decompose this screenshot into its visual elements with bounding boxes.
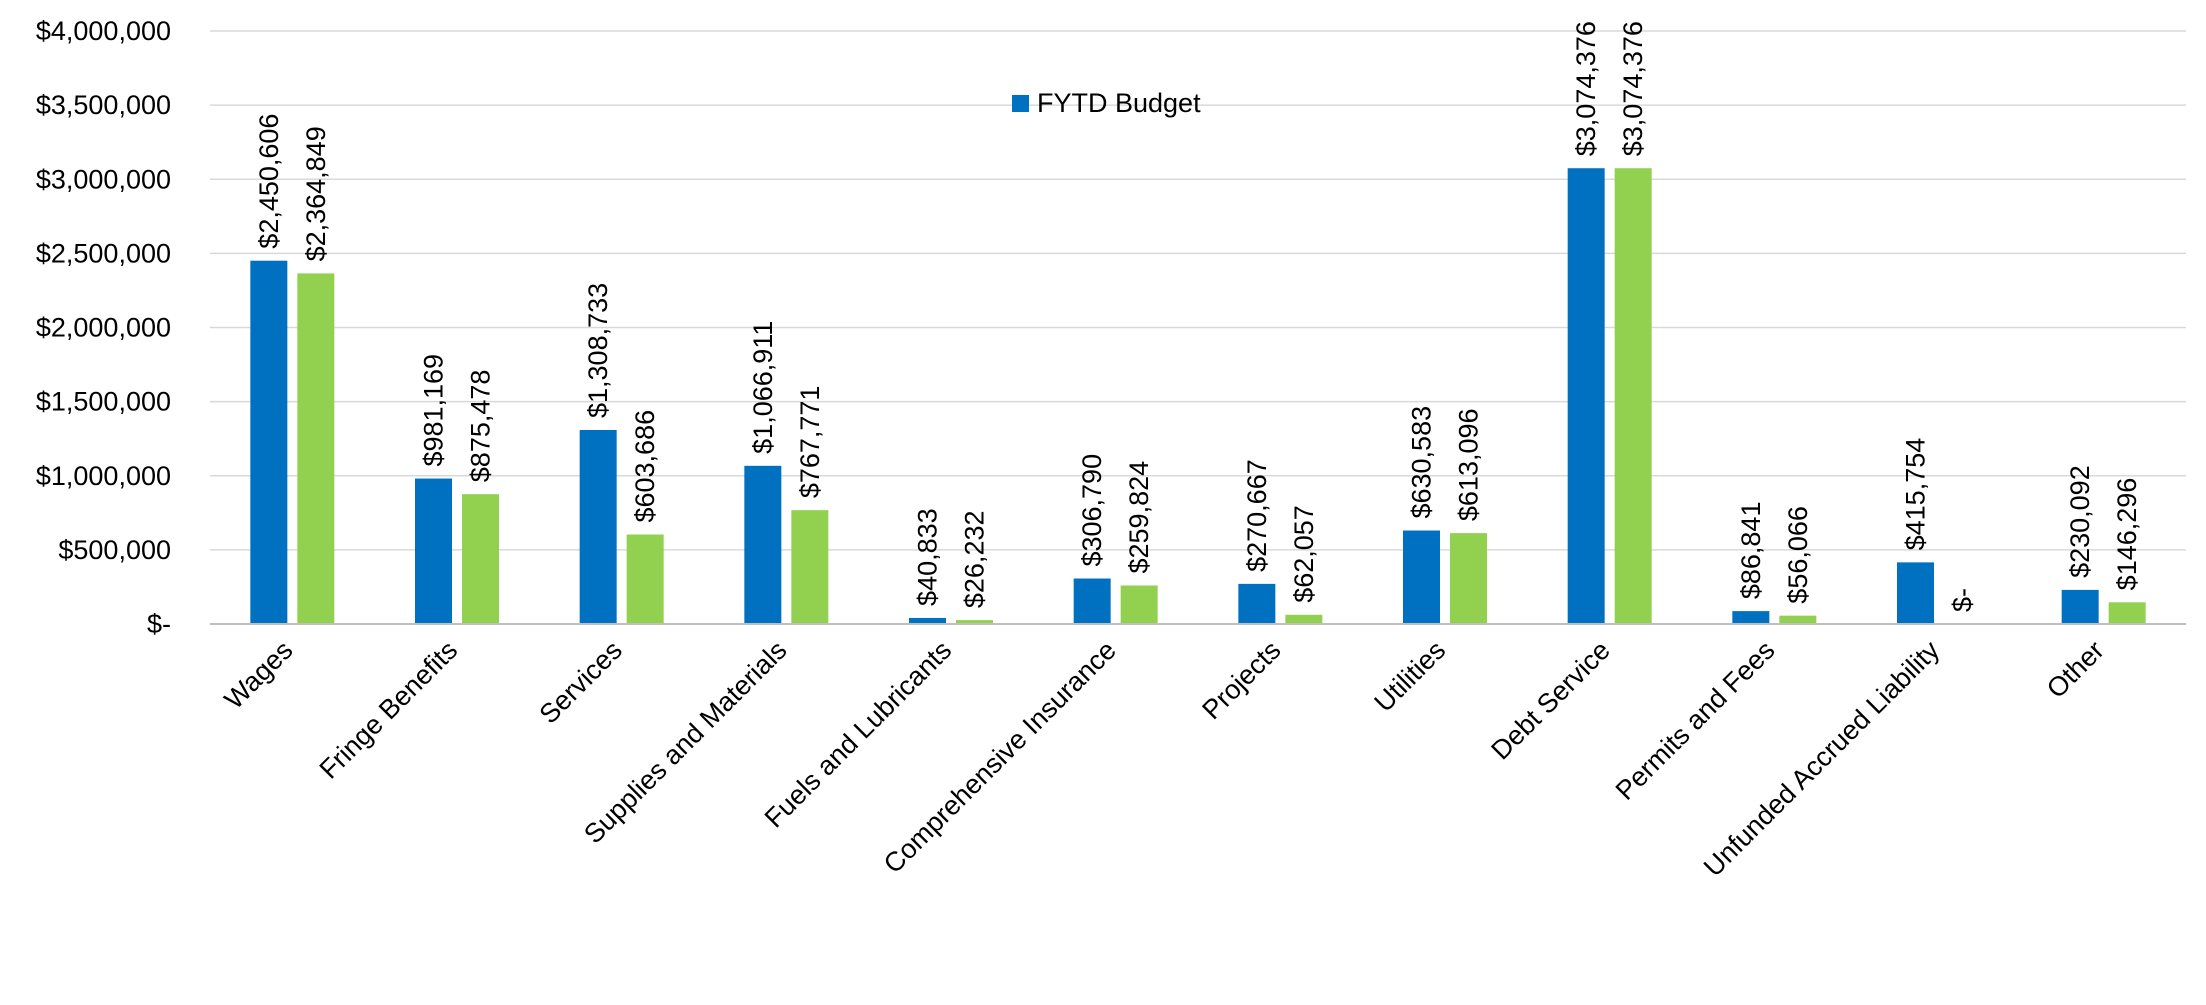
y-tick-label: $3,500,000 xyxy=(36,90,171,120)
data-label-debt-service-series-2: $3,074,376 xyxy=(1618,21,1648,156)
legend-swatch-fytd-budget xyxy=(1012,95,1029,112)
data-label-debt-service-series-1: $3,074,376 xyxy=(1571,21,1601,156)
category-label-fringe-benefits: Fringe Benefits xyxy=(314,635,464,785)
y-tick-label: $500,000 xyxy=(58,535,171,565)
bars xyxy=(250,168,2146,624)
y-tick-label: $2,500,000 xyxy=(36,238,171,268)
data-label-services-series-1: $1,308,733 xyxy=(583,283,613,418)
y-tick-label: $4,000,000 xyxy=(36,16,171,46)
data-label-fringe-benefits-series-2: $875,478 xyxy=(466,370,496,483)
data-label-fuels-and-lubricants-series-1: $40,833 xyxy=(913,508,943,606)
bar-permits-and-fees-series-2 xyxy=(1779,615,1817,624)
data-label-supplies-and-materials-series-1: $1,066,911 xyxy=(748,321,778,454)
bar-fringe-benefits-series-2 xyxy=(462,494,499,624)
bar-utilities-series-1 xyxy=(1403,530,1440,624)
data-label-unfunded-accrued-liability-series-1: $415,754 xyxy=(1901,438,1931,551)
data-label-projects-series-1: $270,667 xyxy=(1242,459,1272,572)
data-label-supplies-and-materials-series-2: $767,771 xyxy=(795,386,825,499)
data-label-fuels-and-lubricants-series-2: $26,232 xyxy=(960,511,990,609)
data-label-utilities-series-1: $630,583 xyxy=(1407,406,1437,519)
data-label-projects-series-2: $62,057 xyxy=(1289,505,1319,603)
data-labels: $2,450,606 $2,364,849 $981,169 $875,478 $1,3… xyxy=(254,21,2142,612)
gridlines xyxy=(210,30,2186,551)
data-label-comprehensive-insurance-series-2: $259,824 xyxy=(1124,461,1154,574)
bar-fringe-benefits-series-1 xyxy=(415,478,452,624)
bar-supplies-and-materials-series-2 xyxy=(791,510,829,624)
y-axis-tick-labels: $- $500,000 $1,000,000 $1,500,000 $2,000,000… xyxy=(36,16,171,639)
category-label-permits-and-fees: Permits and Fees xyxy=(1610,635,1781,806)
data-label-fringe-benefits-series-1: $981,169 xyxy=(419,354,449,467)
y-tick-label: $1,500,000 xyxy=(36,387,171,417)
category-label-other: Other xyxy=(2041,635,2110,704)
category-label-utilities: Utilities xyxy=(1369,635,1452,718)
data-label-comprehensive-insurance-series-1: $306,790 xyxy=(1077,454,1107,567)
bar-supplies-and-materials-series-1 xyxy=(744,465,782,624)
bar-wages-series-1 xyxy=(250,260,288,624)
bar-comprehensive-insurance-series-2 xyxy=(1120,585,1158,624)
category-label-fuels-and-lubricants: Fuels and Lubricants xyxy=(759,635,957,833)
bar-services-series-2 xyxy=(626,534,664,624)
data-label-permits-and-fees-series-2: $56,066 xyxy=(1783,506,1813,604)
y-tick-label: $2,000,000 xyxy=(36,313,171,343)
bar-projects-series-1 xyxy=(1238,583,1276,624)
bar-fuels-and-lubricants-series-1 xyxy=(909,617,946,624)
data-label-permits-and-fees-series-1: $86,841 xyxy=(1736,502,1766,600)
data-label-other-series-2: $146,296 xyxy=(2112,478,2142,591)
bar-comprehensive-insurance-series-1 xyxy=(1073,578,1111,624)
bar-utilities-series-2 xyxy=(1450,533,1487,624)
y-tick-label: $1,000,000 xyxy=(36,461,171,491)
bar-debt-service-series-1 xyxy=(1567,168,1605,624)
bar-services-series-1 xyxy=(579,429,617,624)
bar-permits-and-fees-series-1 xyxy=(1732,611,1770,624)
legend: FYTD Budget xyxy=(1012,88,1201,118)
data-label-wages-series-2: $2,364,849 xyxy=(301,126,331,261)
data-label-wages-series-1: $2,450,606 xyxy=(254,114,284,249)
data-label-unfunded-accrued-liability-series-2: $- xyxy=(1948,588,1978,612)
category-label-wages: Wages xyxy=(219,635,299,715)
bar-other-series-1 xyxy=(2061,589,2099,624)
bar-fuels-and-lubricants-series-2 xyxy=(956,620,993,624)
legend-label-fytd-budget: FYTD Budget xyxy=(1037,88,1201,118)
bar-projects-series-2 xyxy=(1285,614,1323,624)
data-label-other-series-1: $230,092 xyxy=(2065,465,2095,578)
category-label-debt-service: Debt Service xyxy=(1485,635,1616,766)
bar-unfunded-accrued-liability-series-1 xyxy=(1897,562,1934,624)
y-tick-label: $3,000,000 xyxy=(36,164,171,194)
category-label-services: Services xyxy=(533,635,627,729)
category-label-projects: Projects xyxy=(1196,635,1286,725)
data-label-services-series-2: $603,686 xyxy=(630,410,660,523)
bar-debt-service-series-2 xyxy=(1614,168,1652,624)
bar-wages-series-2 xyxy=(297,273,335,624)
y-tick-label: $- xyxy=(147,609,171,639)
bar-other-series-2 xyxy=(2108,602,2146,624)
data-label-utilities-series-2: $613,096 xyxy=(1454,408,1484,521)
